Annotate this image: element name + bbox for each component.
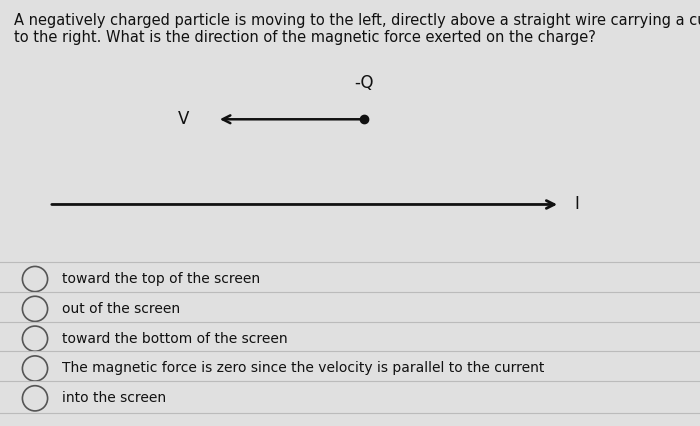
Text: A negatively charged particle is moving to the left, directly above a straight w: A negatively charged particle is moving … [14, 13, 700, 45]
Text: toward the bottom of the screen: toward the bottom of the screen [62, 332, 287, 345]
Text: out of the screen: out of the screen [62, 302, 180, 316]
Text: toward the top of the screen: toward the top of the screen [62, 272, 260, 286]
Text: The magnetic force is zero since the velocity is parallel to the current: The magnetic force is zero since the vel… [62, 362, 544, 375]
Text: -Q: -Q [354, 74, 374, 92]
Text: into the screen: into the screen [62, 391, 166, 405]
Text: I: I [574, 196, 579, 213]
Text: V: V [178, 110, 189, 128]
